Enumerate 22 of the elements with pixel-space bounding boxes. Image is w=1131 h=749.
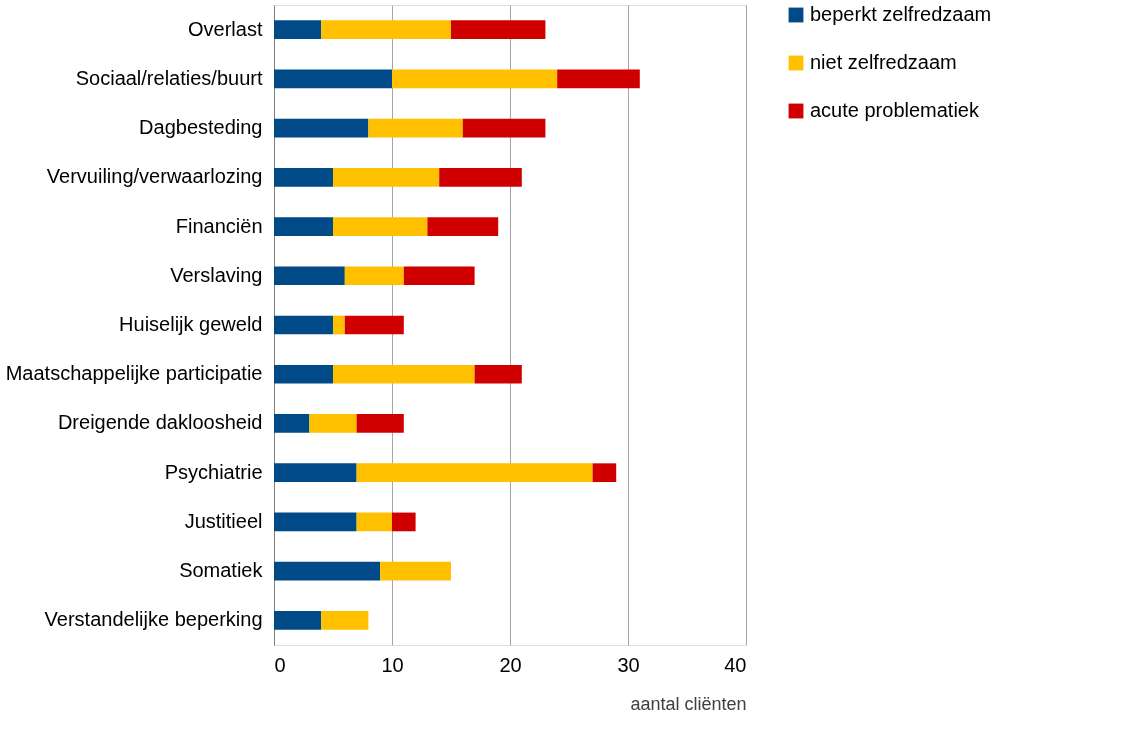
y-tick-label: Financiën: [175, 214, 263, 237]
y-tick-label: Vervuiling/verwaarlozing: [46, 165, 263, 188]
y-tick-label: Verslaving: [170, 263, 263, 286]
x-tick-label: 0: [274, 653, 286, 676]
legend-label: beperkt zelfredzaam: [810, 3, 992, 25]
x-tick-label: 30: [617, 653, 640, 676]
legend-label: acute problematiek: [810, 99, 980, 121]
y-tick-label: Dagbesteding: [139, 116, 263, 139]
y-tick-label: Justitieel: [184, 509, 263, 532]
x-tick-label: 20: [499, 653, 522, 676]
legend-label: niet zelfredzaam: [810, 51, 957, 73]
y-tick-label: Somatiek: [179, 559, 264, 582]
y-tick-label: Sociaal/relaties/buurt: [75, 66, 263, 89]
y-tick-label: Dreigende dakloosheid: [57, 411, 263, 434]
y-tick-label: Huiselijk geweld: [119, 313, 263, 335]
y-tick-label: Verstandelijke beperking: [44, 608, 263, 631]
x-tick-label: 10: [381, 653, 404, 676]
y-tick-label: Maatschappelijke participatie: [5, 362, 263, 385]
y-tick-label: Overlast: [188, 17, 263, 40]
x-axis-title: aantal cliënten: [630, 693, 747, 714]
x-tick-label: 40: [724, 653, 747, 676]
y-tick-label: Psychiatrie: [164, 460, 263, 483]
